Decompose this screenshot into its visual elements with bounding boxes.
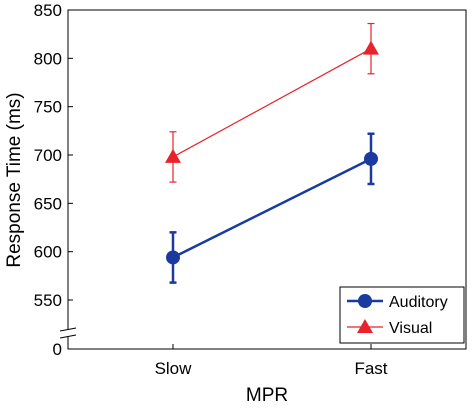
- series-layer: [165, 22, 379, 284]
- series-line: [172, 48, 372, 158]
- x-tick-label: Fast: [354, 359, 387, 378]
- x-axis-ticks: Slow Fast: [155, 344, 388, 378]
- y-tick-label: 750: [34, 98, 62, 117]
- y-tick-label: 600: [34, 243, 62, 262]
- y-tick-label: 800: [34, 49, 62, 68]
- plot-frame: [67, 9, 467, 350]
- y-tick-label: 700: [34, 146, 62, 165]
- legend-label: Visual: [389, 320, 432, 337]
- legend-marker: [357, 319, 373, 333]
- legend-label: Auditory: [389, 294, 448, 311]
- data-point: [364, 151, 378, 166]
- y-tick-label: 850: [34, 1, 62, 20]
- data-point: [165, 148, 181, 163]
- series-visual: [165, 22, 379, 183]
- series-line: [172, 157, 372, 259]
- axis-break: [59, 327, 77, 339]
- legend-entry-auditory: Auditory: [347, 294, 448, 311]
- x-tick-label: Slow: [155, 359, 193, 378]
- y-tick-label: 550: [34, 291, 62, 310]
- data-point: [166, 250, 180, 265]
- y-tick-label: 650: [34, 194, 62, 213]
- series-auditory: [166, 132, 378, 284]
- y-tick-label: 0: [53, 340, 62, 359]
- y-axis-ticks: 0 550 600 650 700 750 800 850: [34, 1, 73, 359]
- x-axis-title: MPR: [246, 385, 288, 406]
- data-point: [363, 40, 379, 55]
- legend-entry-visual: Visual: [347, 319, 432, 337]
- legend-marker: [358, 294, 372, 308]
- legend: Auditory Visual: [339, 286, 465, 344]
- y-axis-title: Response Time (ms): [4, 92, 25, 267]
